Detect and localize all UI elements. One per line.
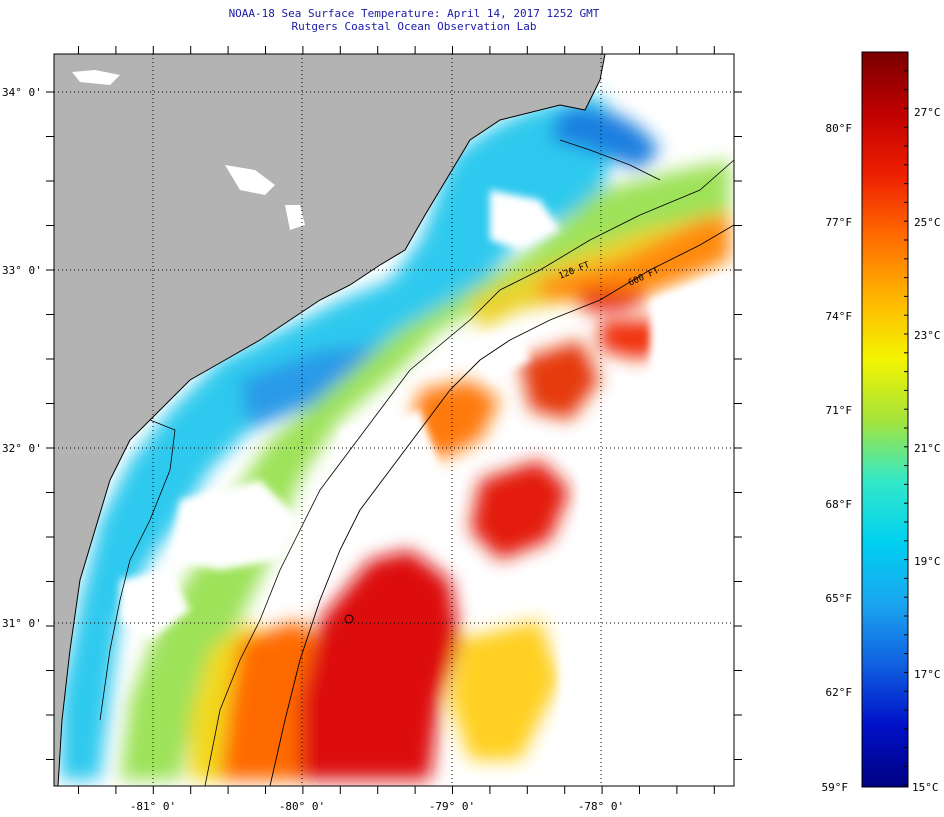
map-title-line-1: NOAA-18 Sea Surface Temperature: April 1…	[228, 7, 600, 20]
sst-orange-shelf-edge	[540, 215, 730, 300]
colorbar-ticks	[904, 51, 908, 786]
cbar-f-label-68: 68°F	[826, 498, 853, 511]
cbar-f-label-80: 80°F	[826, 122, 853, 135]
cbar-c-label-25: 25°C	[914, 216, 941, 229]
lon-label-79: -79° 0'	[429, 800, 475, 813]
cbar-c-label-27: 27°C	[914, 106, 941, 119]
cloud-gap-east	[580, 420, 730, 620]
sst-red-scatter-1	[520, 340, 600, 420]
cbar-c-label-21: 21°C	[914, 442, 941, 455]
cbar-f-label-77: 77°F	[826, 216, 853, 229]
cloud-gap-west	[170, 480, 300, 570]
cloud-over-land-3	[72, 70, 120, 85]
cbar-c-label-19: 19°C	[914, 555, 941, 568]
isobath-120ft	[204, 159, 734, 786]
cbar-f-label-65: 65°F	[826, 592, 853, 605]
cbar-c-label-17: 17°C	[914, 668, 941, 681]
graticule	[54, 54, 734, 786]
cloud-gap-southeast	[560, 620, 730, 780]
buoy-marker	[344, 614, 354, 624]
cloud-over-land-2	[285, 205, 305, 230]
coastline-islands	[99, 139, 661, 721]
coastline	[57, 54, 606, 786]
sst-red-north-patch	[580, 290, 650, 310]
cbar-f-label-62: 62°F	[826, 686, 853, 699]
cloud-gaps	[120, 190, 730, 780]
cloud-gap-north	[490, 190, 560, 250]
map-field: 120 FT 600 FT	[54, 54, 734, 786]
sst-red-gulf-stream-core	[300, 550, 460, 780]
lat-label-32: 32° 0'	[2, 442, 42, 455]
cloud-gap-south-west	[120, 570, 190, 640]
sst-yellow-scatter	[450, 620, 560, 760]
cbar-c-label-23: 23°C	[914, 329, 941, 342]
sst-deep-blue-patch	[550, 107, 660, 170]
cbar-f-label-74: 74°F	[826, 310, 853, 323]
cbar-c-label-15: 15°C	[912, 781, 939, 794]
cloud-over-land-1	[225, 165, 275, 195]
sst-blue-patch-2	[240, 345, 380, 430]
cbar-f-label-71: 71°F	[826, 404, 853, 417]
sst-field	[60, 95, 730, 780]
map-frame	[53, 53, 735, 787]
cbar-f-label-59: 59°F	[822, 781, 849, 794]
lat-label-33: 33° 0'	[2, 264, 42, 277]
lon-label-78: -78° 0'	[578, 800, 624, 813]
sst-green-band	[120, 160, 730, 780]
lon-label-80: -80° 0'	[279, 800, 325, 813]
land-mass	[54, 54, 605, 786]
lat-label-31: 31° 0'	[2, 617, 42, 630]
map-title-line-2: Rutgers Coastal Ocean Observation Lab	[291, 20, 537, 33]
colorbar	[861, 51, 909, 788]
sst-orange-patch-mid	[410, 380, 500, 460]
lon-label-81: -81° 0'	[130, 800, 176, 813]
lat-label-34: 34° 0'	[2, 86, 42, 99]
cloud-gap-offshore-north	[650, 270, 730, 400]
isobath-600ft	[269, 224, 734, 786]
cloud-gap-shelf	[340, 410, 440, 520]
map-ticks	[46, 46, 742, 794]
cloud-gap-mid-shelf	[470, 330, 530, 380]
sst-red-mid-patch	[470, 460, 570, 560]
sst-cool-coastal-band	[60, 95, 620, 780]
